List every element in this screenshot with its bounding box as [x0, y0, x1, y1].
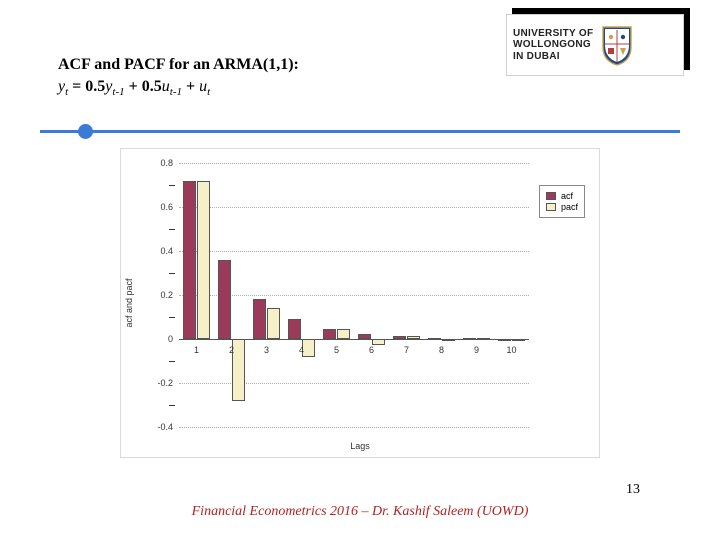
eq-sub: t-1 — [112, 86, 124, 98]
chart-bar-acf — [428, 338, 441, 340]
chart-gridline — [179, 207, 529, 208]
legend-item-pacf: pacf — [546, 202, 578, 212]
chart-xtick-label: 3 — [264, 345, 269, 355]
chart-xtick-label: 8 — [439, 345, 444, 355]
chart-bar-pacf — [442, 339, 455, 341]
logo-line1: UNIVERSITY OF — [513, 28, 593, 40]
chart-ytick-label: -0.4 — [157, 422, 173, 432]
chart-bar-acf — [253, 299, 266, 339]
chart-ytick-mark — [169, 229, 175, 230]
chart-ytick-mark — [169, 317, 175, 318]
slide-title: ACF and PACF for an ARMA(1,1): yt = 0.5y… — [58, 54, 299, 100]
chart-ytick-label: 0.2 — [160, 290, 173, 300]
title-equation: yt = 0.5yt-1 + 0.5ut-1 + ut — [58, 76, 299, 100]
page-number: 13 — [626, 482, 640, 498]
chart-ytick-mark — [169, 273, 175, 274]
chart-bar-pacf — [372, 339, 385, 345]
chart-bar-acf — [218, 260, 231, 339]
chart-bar-pacf — [267, 308, 280, 339]
chart-ytick-mark — [169, 405, 175, 406]
chart-bar-acf — [393, 336, 406, 339]
eq-sub: t-1 — [170, 86, 182, 98]
chart-plot-region: -0.4-0.200.20.40.60.812345678910 — [179, 163, 529, 427]
logo-line3: IN DUBAI — [513, 51, 593, 63]
chart-xtick-label: 1 — [194, 345, 199, 355]
chart-gridline — [179, 163, 529, 164]
legend-item-acf: acf — [546, 191, 578, 201]
chart-xtick-label: 10 — [506, 345, 516, 355]
chart-xtick-label: 6 — [369, 345, 374, 355]
logo-line2: WOLLONGONG — [513, 39, 593, 51]
chart-bar-pacf — [407, 336, 420, 339]
divider-bullet-icon — [78, 124, 93, 139]
legend-label-pacf: pacf — [561, 202, 578, 212]
legend-swatch-acf — [546, 192, 556, 200]
chart-bar-acf — [463, 338, 476, 340]
chart-ytick-mark — [169, 361, 175, 362]
chart-ytick-label: 0.6 — [160, 202, 173, 212]
chart-bar-pacf — [477, 338, 490, 340]
eq-text: + — [182, 78, 199, 95]
chart-bar-acf — [498, 339, 511, 341]
chart-bar-pacf — [337, 329, 350, 339]
chart-gridline — [179, 295, 529, 296]
eq-var: u — [199, 78, 207, 95]
chart-bar-pacf — [197, 181, 210, 339]
chart-bar-pacf — [512, 339, 525, 341]
chart-ytick-label: 0 — [168, 334, 173, 344]
chart-xtick-label: 2 — [229, 345, 234, 355]
footer: Financial Econometrics 2016 – Dr. Kashif… — [0, 504, 720, 520]
eq-text: + 0.5 — [125, 78, 162, 95]
chart-ytick-mark — [169, 185, 175, 186]
chart-bar-acf — [288, 319, 301, 339]
chart-bar-acf — [358, 334, 371, 339]
title-line1: ACF and PACF for an ARMA(1,1): — [58, 54, 299, 76]
divider-line — [40, 130, 680, 133]
chart-bar-acf — [183, 181, 196, 339]
eq-var: u — [162, 78, 170, 95]
logo-crest-icon — [599, 23, 635, 67]
chart-xtick-label: 7 — [404, 345, 409, 355]
chart-legend: acf pacf — [539, 185, 585, 218]
university-logo: UNIVERSITY OF WOLLONGONG IN DUBAI — [506, 14, 684, 76]
chart-xtick-label: 4 — [299, 345, 304, 355]
chart-xtick-label: 5 — [334, 345, 339, 355]
chart-xtick-label: 9 — [474, 345, 479, 355]
chart-ytick-label: 0.4 — [160, 246, 173, 256]
eq-text: = 0.5 — [68, 78, 105, 95]
acf-pacf-chart: acf and pacf Lags -0.4 -0.2 0 0.2 0.4 0.6 0.8 1… — [120, 148, 600, 458]
legend-swatch-pacf — [546, 203, 556, 211]
chart-ytick-label: 0.8 — [160, 158, 173, 168]
chart-ytick-label: -0.2 — [157, 378, 173, 388]
logo-text: UNIVERSITY OF WOLLONGONG IN DUBAI — [513, 28, 593, 63]
legend-label-acf: acf — [561, 191, 573, 201]
chart-gridline — [179, 427, 529, 428]
chart-gridline — [179, 251, 529, 252]
chart-bar-acf — [323, 329, 336, 339]
eq-sub: t — [207, 86, 210, 98]
chart-xlabel: Lags — [350, 441, 370, 451]
chart-ylabel: acf and pacf — [124, 278, 134, 327]
